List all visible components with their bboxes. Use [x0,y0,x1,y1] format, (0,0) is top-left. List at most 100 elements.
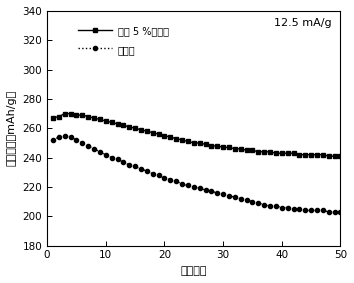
未包覆 [291,207,296,211]
未包覆 [321,209,325,212]
未包覆 [168,178,172,181]
包覆 5 %氧化锟 [198,141,202,145]
包覆 5 %氧化锟 [239,147,243,151]
包覆 5 %氧化锟 [327,155,331,158]
未包覆 [115,157,120,161]
未包覆 [121,160,126,164]
未包覆 [133,165,137,168]
包覆 5 %氧化锟 [204,143,208,146]
包覆 5 %氧化锟 [209,144,213,148]
Y-axis label: 放电容量（mAh/g）: 放电容量（mAh/g） [7,90,17,166]
未包覆 [309,209,313,212]
包覆 5 %氧化锟 [274,151,278,155]
未包覆 [92,147,96,151]
未包覆 [51,138,55,142]
未包覆 [198,187,202,190]
包覆 5 %氧化锟 [291,151,296,155]
未包覆 [204,188,208,192]
包覆 5 %氧化锟 [250,149,255,152]
X-axis label: 循环次数: 循环次数 [181,266,207,276]
包覆 5 %氧化锟 [68,112,73,115]
未包覆 [221,193,225,196]
未包覆 [104,153,108,156]
包覆 5 %氧化锟 [92,116,96,120]
包覆 5 %氧化锟 [150,131,155,134]
未包覆 [338,210,343,214]
包覆 5 %氧化锟 [186,140,190,143]
包覆 5 %氧化锟 [233,147,237,151]
未包覆 [286,206,290,209]
包覆 5 %氧化锟 [280,151,284,155]
未包覆 [215,191,219,194]
未包覆 [127,163,131,167]
包覆 5 %氧化锟 [297,153,302,156]
未包覆 [186,184,190,187]
Line: 包覆 5 %氧化锟: 包覆 5 %氧化锟 [51,112,343,158]
未包覆 [156,173,161,177]
未包覆 [63,134,67,137]
包覆 5 %氧化锟 [180,138,184,142]
未包覆 [150,172,155,175]
未包覆 [233,196,237,199]
包覆 5 %氧化锟 [221,146,225,149]
包覆 5 %氧化锟 [321,153,325,156]
未包覆 [98,150,102,153]
未包覆 [180,182,184,186]
包覆 5 %氧化锟 [332,155,337,158]
包覆 5 %氧化锟 [115,122,120,126]
包覆 5 %氧化锟 [98,118,102,121]
未包覆 [86,144,90,148]
Line: 未包覆: 未包覆 [51,134,343,214]
未包覆 [209,190,213,193]
包覆 5 %氧化锟 [338,155,343,158]
包覆 5 %氧化锟 [303,153,307,156]
包覆 5 %氧化锟 [286,151,290,155]
包覆 5 %氧化锟 [57,115,61,118]
包覆 5 %氧化锟 [309,153,313,156]
未包覆 [297,207,302,211]
包覆 5 %氧化锟 [162,134,167,137]
未包覆 [162,177,167,180]
包覆 5 %氧化锟 [133,127,137,130]
包覆 5 %氧化锟 [227,146,231,149]
包覆 5 %氧化锟 [256,150,261,153]
未包覆 [332,210,337,214]
包覆 5 %氧化锟 [104,119,108,123]
包覆 5 %氧化锟 [121,124,126,127]
未包覆 [327,210,331,214]
未包覆 [256,201,261,205]
未包覆 [303,209,307,212]
Legend: 包覆 5 %氧化锟, 未包覆: 包覆 5 %氧化锟, 未包覆 [78,25,169,55]
未包覆 [274,204,278,208]
包覆 5 %氧化锟 [174,137,178,140]
未包覆 [145,169,149,173]
包覆 5 %氧化锟 [63,112,67,115]
包覆 5 %氧化锟 [245,149,249,152]
包覆 5 %氧化锟 [262,150,266,153]
未包覆 [227,194,231,198]
包覆 5 %氧化锟 [268,150,272,153]
未包覆 [109,156,114,159]
未包覆 [74,138,79,142]
未包覆 [245,198,249,202]
未包覆 [192,185,196,189]
未包覆 [57,135,61,139]
包覆 5 %氧化锟 [145,130,149,133]
包覆 5 %氧化锟 [168,135,172,139]
未包覆 [174,179,178,183]
未包覆 [239,197,243,200]
包覆 5 %氧化锟 [86,115,90,118]
Text: 12.5 mA/g: 12.5 mA/g [274,18,332,28]
包覆 5 %氧化锟 [315,153,319,156]
未包覆 [268,204,272,208]
包覆 5 %氧化锟 [127,125,131,128]
未包覆 [250,200,255,203]
包覆 5 %氧化锟 [192,141,196,145]
包覆 5 %氧化锟 [139,128,143,132]
未包覆 [139,168,143,171]
包覆 5 %氧化锟 [51,116,55,120]
未包覆 [262,203,266,206]
包覆 5 %氧化锟 [80,113,85,117]
未包覆 [315,209,319,212]
包覆 5 %氧化锟 [215,144,219,148]
